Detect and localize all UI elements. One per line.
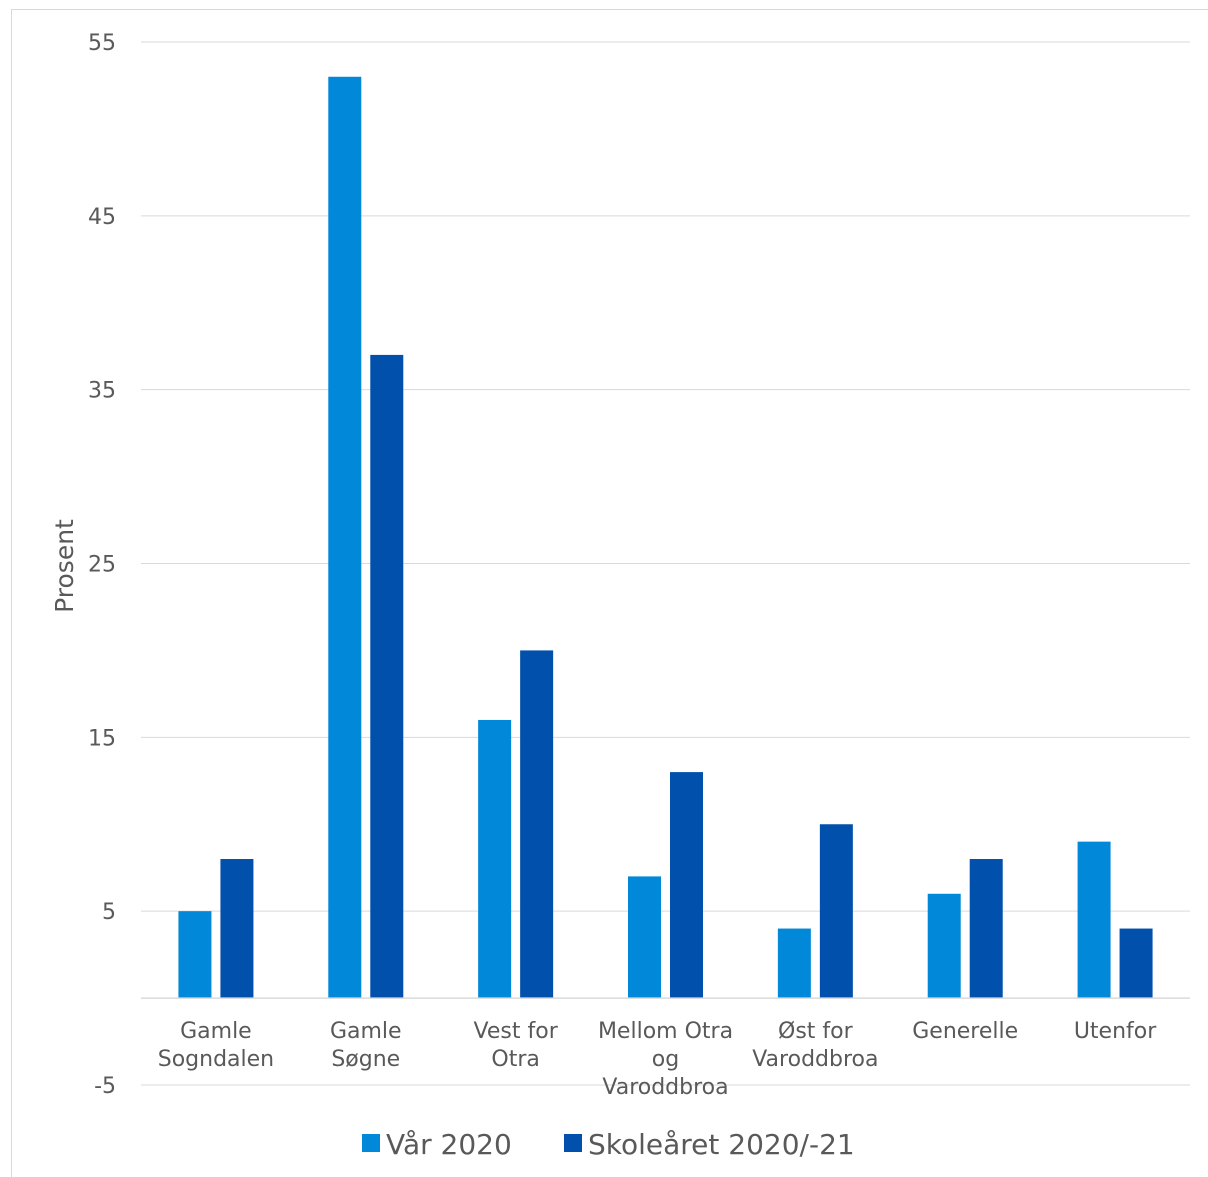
- bars: [178, 76, 1153, 999]
- bar-series2: [819, 824, 853, 999]
- x-category-label: Generelle: [912, 1019, 1018, 1044]
- y-tick-label: -5: [94, 1074, 116, 1099]
- y-axis-title: Prosent: [50, 519, 79, 613]
- legend-swatch: [564, 1134, 582, 1152]
- legend-label: Skoleåret 2020/-21: [588, 1128, 855, 1161]
- bar-series1: [328, 76, 362, 999]
- x-category-label: Vest for Otra: [474, 1019, 559, 1072]
- bar-series2: [670, 772, 703, 999]
- y-tick-label: 5: [102, 900, 116, 925]
- bar-series2: [969, 859, 1003, 999]
- bar-series2: [520, 650, 554, 999]
- y-tick-label: 15: [88, 726, 116, 751]
- x-category-label: Øst for Varoddbroa: [752, 1019, 878, 1072]
- y-tick-label: 35: [88, 379, 116, 404]
- bar-series1: [1077, 841, 1111, 999]
- bar-series2: [1119, 928, 1153, 999]
- legend-swatch: [362, 1134, 380, 1152]
- gridlines: [141, 41, 1190, 1086]
- y-tick-label: 25: [88, 553, 116, 578]
- bar-series1: [777, 928, 811, 999]
- y-tick-label: 55: [88, 31, 116, 56]
- legend: Vår 2020 Skoleåret 2020/-21: [362, 1128, 855, 1161]
- x-category-label: Gamle Sogndalen: [158, 1019, 274, 1072]
- x-category-label: Gamle Søgne: [330, 1019, 402, 1072]
- y-tick-label: 45: [88, 205, 116, 230]
- chart-frame: [11, 9, 1208, 1177]
- bar-series1: [478, 719, 512, 999]
- bar-series1: [178, 911, 212, 999]
- bar-series1: [927, 893, 961, 999]
- y-tick-labels: 55 45 35 25 15 5 -5: [88, 31, 116, 1099]
- bar-series2: [370, 354, 404, 999]
- legend-label: Vår 2020: [386, 1128, 512, 1161]
- x-category-label: Mellom Otra og Varoddbroa: [598, 1019, 733, 1100]
- x-category-label: Utenfor: [1074, 1019, 1157, 1044]
- bar-series2: [220, 859, 254, 999]
- bar-series1: [628, 876, 661, 999]
- x-category-labels: Gamle Sogndalen Gamle Søgne Vest for Otra Mell…: [158, 1019, 1158, 1100]
